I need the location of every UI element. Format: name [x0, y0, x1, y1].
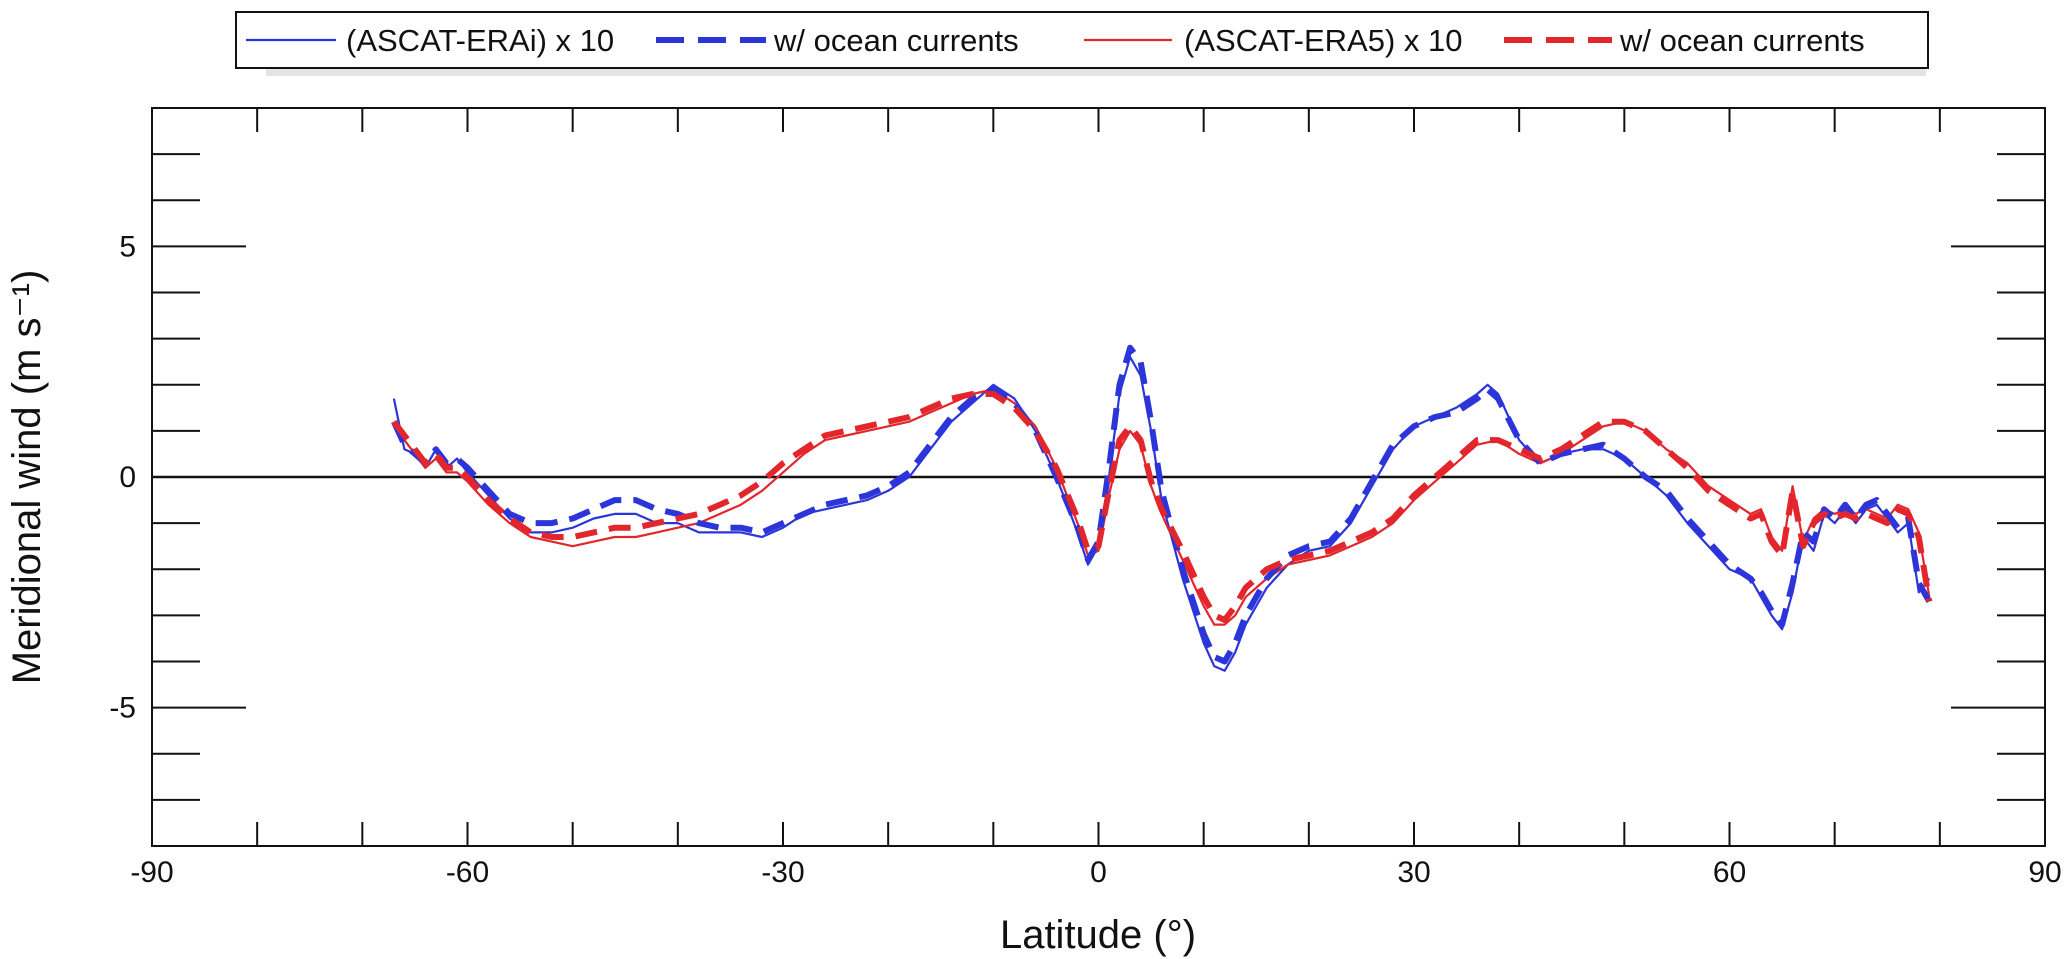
legend-label-3: (ASCAT-ERA5) x 10 [1184, 23, 1463, 58]
legend: (ASCAT-ERAi) x 10 w/ ocean currents (ASCAT… [235, 11, 1929, 76]
x-tick-label: -90 [130, 856, 173, 889]
plot-area: -90 -60 -30 0 30 60 90 -5 0 5 [109, 107, 2062, 889]
y-tick-label: 5 [119, 230, 136, 263]
y-tick-label: 0 [119, 461, 136, 494]
y-axis-title: Meridional wind (m s⁻¹) [5, 270, 49, 685]
series-line-2 [391, 344, 1932, 665]
y-tick-label: -5 [109, 692, 136, 725]
axis-tick-labels: -90 -60 -30 0 30 60 90 -5 0 5 [109, 230, 2061, 889]
x-tick-label: -60 [446, 856, 489, 889]
x-tick-label: 30 [1397, 856, 1430, 889]
legend-entries: (ASCAT-ERAi) x 10 w/ ocean currents (ASCAT… [246, 23, 1865, 58]
data-series [391, 344, 1933, 672]
legend-label-2: w/ ocean currents [773, 23, 1019, 58]
legend-label-4: w/ ocean currents [1619, 23, 1865, 58]
x-tick-label: 0 [1090, 856, 1107, 889]
x-tick-label: 90 [2028, 856, 2061, 889]
legend-label-1: (ASCAT-ERAi) x 10 [346, 23, 614, 58]
x-axis-title: Latitude (°) [1000, 913, 1196, 957]
legend-box [235, 11, 1929, 69]
x-tick-label: 60 [1713, 856, 1746, 889]
x-tick-label: -30 [761, 856, 804, 889]
axis-ticks [151, 108, 2046, 846]
series-line-4 [391, 391, 1933, 623]
